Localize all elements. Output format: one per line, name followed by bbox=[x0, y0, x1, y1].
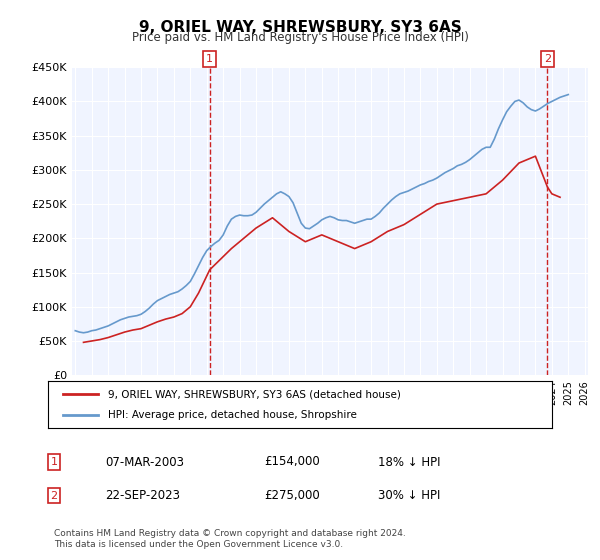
Text: 30% ↓ HPI: 30% ↓ HPI bbox=[378, 489, 440, 502]
Text: Price paid vs. HM Land Registry's House Price Index (HPI): Price paid vs. HM Land Registry's House … bbox=[131, 31, 469, 44]
Text: 1: 1 bbox=[206, 54, 213, 64]
Text: HPI: Average price, detached house, Shropshire: HPI: Average price, detached house, Shro… bbox=[109, 410, 358, 420]
Text: 9, ORIEL WAY, SHREWSBURY, SY3 6AS: 9, ORIEL WAY, SHREWSBURY, SY3 6AS bbox=[139, 20, 461, 35]
Text: £275,000: £275,000 bbox=[264, 489, 320, 502]
Text: 1: 1 bbox=[50, 457, 58, 467]
Text: 22-SEP-2023: 22-SEP-2023 bbox=[105, 489, 180, 502]
Text: 2: 2 bbox=[50, 491, 58, 501]
Text: £154,000: £154,000 bbox=[264, 455, 320, 469]
Text: 18% ↓ HPI: 18% ↓ HPI bbox=[378, 455, 440, 469]
Text: 07-MAR-2003: 07-MAR-2003 bbox=[105, 455, 184, 469]
Text: Contains HM Land Registry data © Crown copyright and database right 2024.
This d: Contains HM Land Registry data © Crown c… bbox=[54, 529, 406, 549]
Text: 9, ORIEL WAY, SHREWSBURY, SY3 6AS (detached house): 9, ORIEL WAY, SHREWSBURY, SY3 6AS (detac… bbox=[109, 389, 401, 399]
Text: 2: 2 bbox=[544, 54, 551, 64]
